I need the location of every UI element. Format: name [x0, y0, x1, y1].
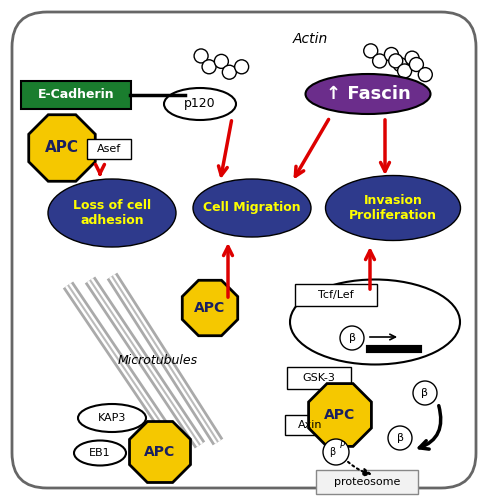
Polygon shape — [183, 280, 238, 336]
Circle shape — [214, 54, 228, 68]
Text: β: β — [329, 447, 335, 457]
Ellipse shape — [305, 74, 430, 114]
Circle shape — [418, 68, 432, 82]
Text: APC: APC — [144, 445, 176, 459]
Text: Cell Migration: Cell Migration — [203, 202, 301, 214]
Text: E-Cadherin: E-Cadherin — [38, 88, 114, 102]
Circle shape — [413, 381, 437, 405]
Ellipse shape — [193, 179, 311, 237]
Circle shape — [235, 60, 249, 74]
Text: β: β — [422, 388, 428, 398]
Circle shape — [194, 49, 208, 63]
Circle shape — [340, 326, 364, 350]
Circle shape — [323, 439, 349, 465]
Circle shape — [398, 64, 411, 78]
Text: Microtubules: Microtubules — [118, 354, 198, 366]
FancyBboxPatch shape — [12, 12, 476, 488]
Circle shape — [202, 60, 216, 74]
Text: APC: APC — [194, 301, 225, 315]
Circle shape — [373, 54, 386, 68]
Ellipse shape — [325, 176, 461, 240]
Text: ↑ Fascin: ↑ Fascin — [325, 85, 410, 103]
Circle shape — [388, 426, 412, 450]
Polygon shape — [308, 384, 371, 446]
Text: Loss of cell
adhesion: Loss of cell adhesion — [73, 199, 151, 227]
Text: APC: APC — [325, 408, 356, 422]
Circle shape — [364, 44, 378, 58]
Text: APC: APC — [45, 140, 79, 156]
Circle shape — [409, 58, 424, 71]
Text: P: P — [340, 442, 345, 450]
Circle shape — [385, 48, 398, 62]
Text: β: β — [396, 433, 404, 443]
Ellipse shape — [48, 179, 176, 247]
FancyBboxPatch shape — [285, 415, 335, 435]
Text: Asef: Asef — [97, 144, 121, 154]
FancyBboxPatch shape — [316, 470, 418, 494]
Text: Axin: Axin — [298, 420, 322, 430]
Circle shape — [223, 65, 236, 79]
Text: EB1: EB1 — [89, 448, 111, 458]
Text: Actin: Actin — [292, 32, 327, 46]
Circle shape — [393, 58, 407, 71]
Text: β: β — [348, 333, 355, 343]
Ellipse shape — [74, 440, 126, 466]
Circle shape — [405, 51, 419, 65]
Text: KAP3: KAP3 — [98, 413, 126, 423]
Polygon shape — [129, 422, 190, 482]
Circle shape — [389, 54, 403, 68]
Text: p120: p120 — [184, 98, 216, 110]
FancyBboxPatch shape — [295, 284, 377, 306]
Polygon shape — [29, 114, 95, 182]
Text: GSK-3: GSK-3 — [303, 373, 335, 383]
Text: proteosome: proteosome — [334, 477, 400, 487]
FancyBboxPatch shape — [21, 81, 131, 109]
Ellipse shape — [290, 280, 460, 364]
Text: Tcf/Lef: Tcf/Lef — [318, 290, 354, 300]
FancyBboxPatch shape — [287, 367, 351, 389]
Ellipse shape — [164, 88, 236, 120]
FancyArrowPatch shape — [419, 406, 441, 449]
Ellipse shape — [78, 404, 146, 432]
FancyBboxPatch shape — [87, 139, 131, 159]
Text: Invasion
Proliferation: Invasion Proliferation — [349, 194, 437, 222]
